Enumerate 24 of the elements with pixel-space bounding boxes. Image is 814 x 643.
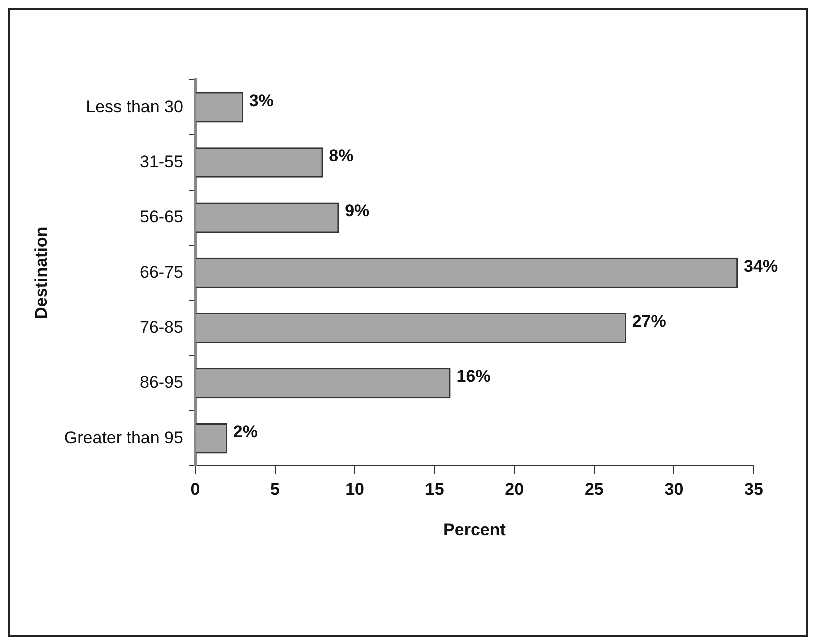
data-label: 8% xyxy=(329,146,354,166)
y-tick-label: Less than 30 xyxy=(86,97,184,116)
data-label: 3% xyxy=(249,91,274,110)
data-label: 34% xyxy=(744,256,778,276)
y-tick-label: 76-85 xyxy=(140,318,184,337)
x-tick-label: 20 xyxy=(505,480,524,500)
y-tick-label: Greater than 95 xyxy=(64,428,184,448)
x-tick-label: 35 xyxy=(744,480,764,500)
data-label: 16% xyxy=(456,367,491,386)
y-tick-label: 56-65 xyxy=(140,208,184,227)
x-tick-label: 5 xyxy=(270,480,280,500)
x-tick-label: 10 xyxy=(346,480,365,500)
data-label: 27% xyxy=(632,312,666,331)
y-tick-label: 86-95 xyxy=(140,373,184,392)
x-tick-label: 30 xyxy=(664,480,684,500)
y-axis-title: Destination xyxy=(32,226,51,320)
x-tick-label: 0 xyxy=(190,480,200,500)
x-tick-label: 15 xyxy=(425,480,444,500)
y-tick-label: 66-75 xyxy=(140,262,184,282)
data-label: 2% xyxy=(233,422,258,442)
x-tick-label: 25 xyxy=(584,480,604,500)
y-tick-label: 31-55 xyxy=(140,152,184,172)
data-label: 9% xyxy=(345,202,370,221)
x-axis-title: Percent xyxy=(444,520,506,540)
